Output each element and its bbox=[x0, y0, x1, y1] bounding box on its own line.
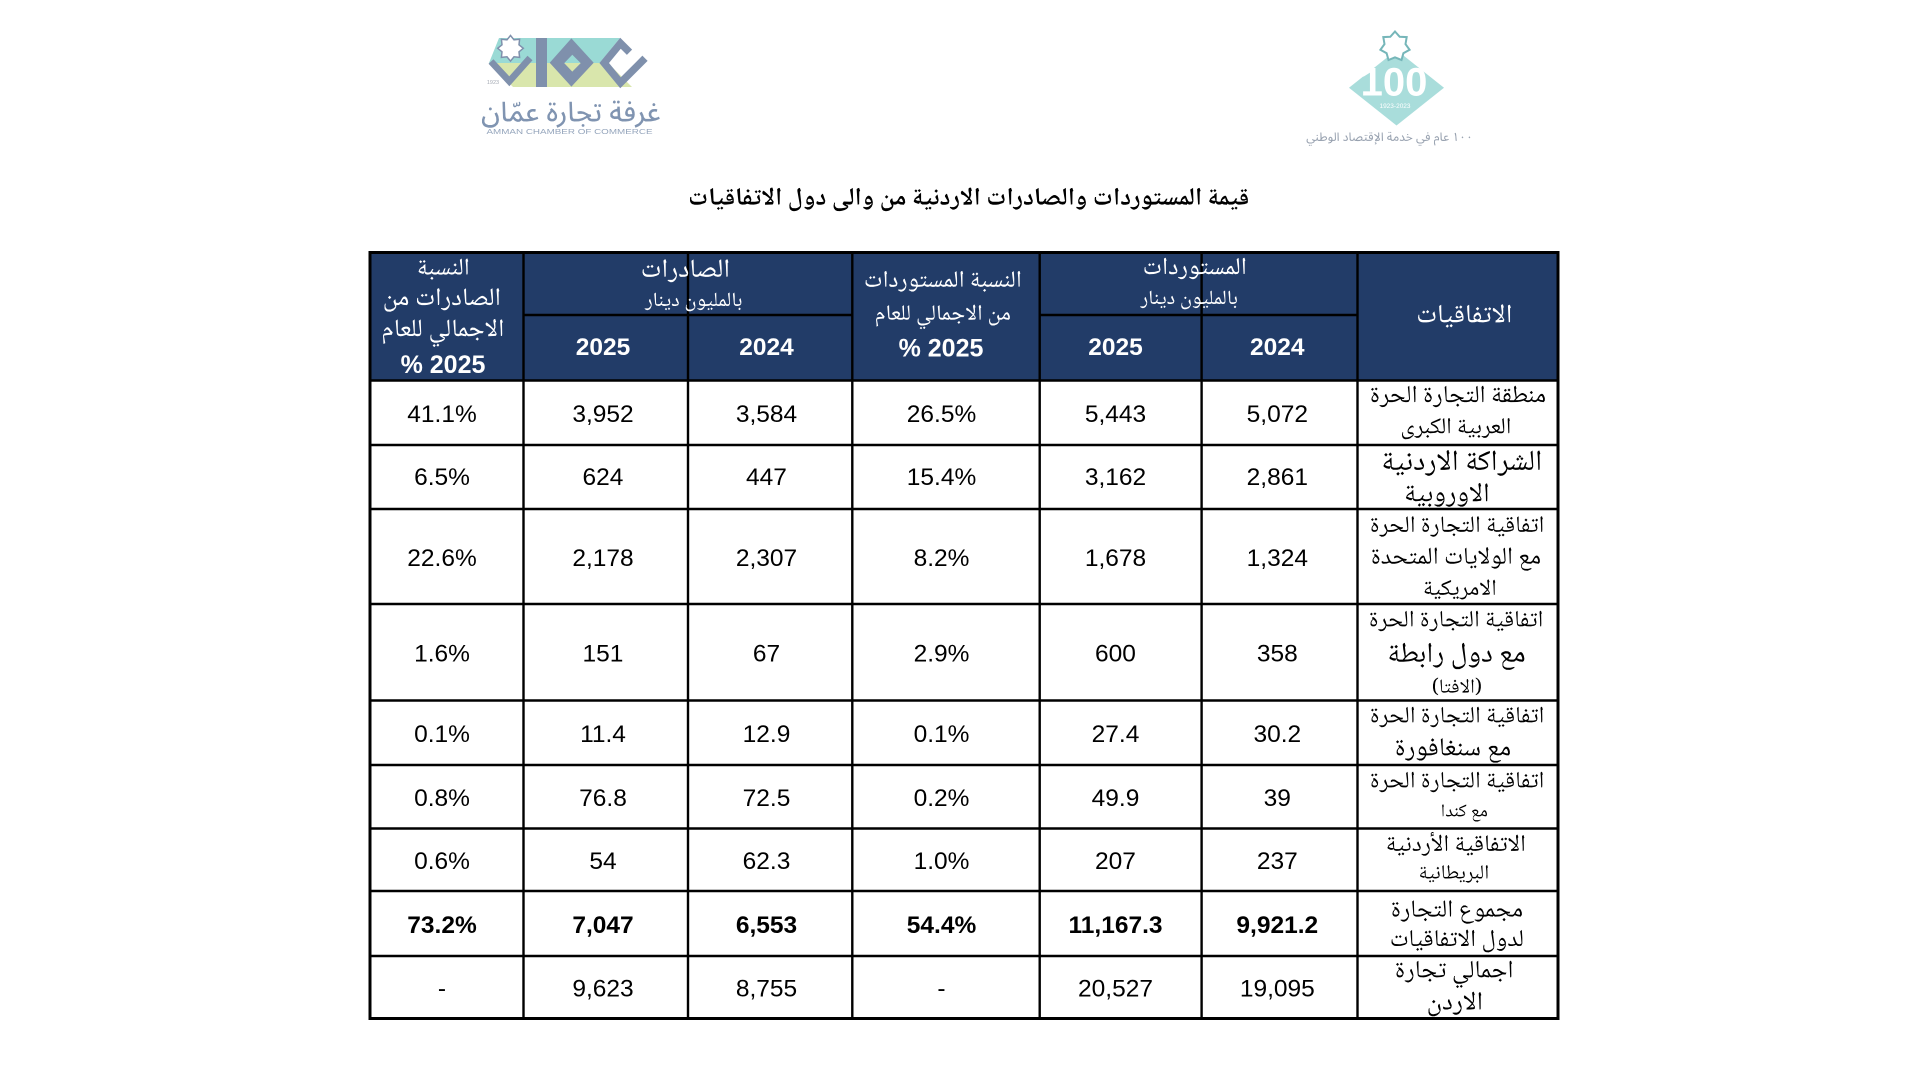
svg-text:76.8: 76.8 bbox=[579, 785, 627, 812]
svg-text:3,162: 3,162 bbox=[1085, 464, 1146, 491]
svg-text:AMMAN CHAMBER OF COMMERCE: AMMAN CHAMBER OF COMMERCE bbox=[487, 127, 653, 136]
svg-text:54.4%: 54.4% bbox=[907, 912, 977, 939]
svg-text:9,623: 9,623 bbox=[572, 976, 633, 1003]
svg-text:2025: 2025 bbox=[1088, 334, 1143, 361]
svg-text:5,443: 5,443 bbox=[1085, 401, 1146, 428]
svg-text:0.8%: 0.8% bbox=[414, 785, 470, 812]
svg-text:30.2: 30.2 bbox=[1253, 721, 1301, 748]
svg-text:6,553: 6,553 bbox=[736, 912, 797, 939]
svg-text:2,861: 2,861 bbox=[1247, 464, 1308, 491]
svg-text:-: - bbox=[937, 976, 945, 1003]
svg-text:19,095: 19,095 bbox=[1240, 976, 1315, 1003]
svg-text:2,178: 2,178 bbox=[572, 545, 633, 572]
svg-text:2025: 2025 bbox=[576, 334, 631, 361]
svg-text:39: 39 bbox=[1264, 785, 1291, 812]
svg-text:100: 100 bbox=[1361, 61, 1428, 105]
svg-text:8,755: 8,755 bbox=[736, 976, 797, 1003]
svg-text:15.4%: 15.4% bbox=[907, 464, 976, 491]
svg-text:% 2025: % 2025 bbox=[401, 351, 486, 379]
svg-text:358: 358 bbox=[1257, 641, 1298, 668]
svg-text:3,584: 3,584 bbox=[736, 401, 797, 428]
svg-text:-: - bbox=[438, 976, 446, 1003]
svg-text:151: 151 bbox=[583, 641, 624, 668]
svg-text:0.1%: 0.1% bbox=[914, 721, 970, 748]
svg-text:600: 600 bbox=[1095, 641, 1136, 668]
svg-text:% 2025: % 2025 bbox=[899, 335, 984, 363]
svg-text:1.6%: 1.6% bbox=[414, 641, 470, 668]
svg-text:54: 54 bbox=[589, 848, 616, 875]
svg-text:0.2%: 0.2% bbox=[914, 785, 970, 812]
svg-text:2,307: 2,307 bbox=[736, 545, 797, 572]
svg-text:11,167.3: 11,167.3 bbox=[1068, 912, 1162, 939]
svg-text:41.1%: 41.1% bbox=[407, 401, 476, 428]
svg-text:73.2%: 73.2% bbox=[407, 912, 477, 939]
svg-text:26.5%: 26.5% bbox=[907, 401, 976, 428]
svg-text:2024: 2024 bbox=[1250, 334, 1305, 361]
svg-text:27.4: 27.4 bbox=[1092, 721, 1140, 748]
svg-text:1,324: 1,324 bbox=[1247, 545, 1308, 572]
svg-text:8.2%: 8.2% bbox=[914, 545, 970, 572]
svg-text:5,072: 5,072 bbox=[1247, 401, 1308, 428]
svg-text:22.6%: 22.6% bbox=[407, 545, 476, 572]
svg-text:1,678: 1,678 bbox=[1085, 545, 1146, 572]
svg-text:7,047: 7,047 bbox=[572, 912, 633, 939]
svg-text:207: 207 bbox=[1095, 848, 1136, 875]
svg-text:6.5%: 6.5% bbox=[414, 464, 470, 491]
svg-text:1.0%: 1.0% bbox=[914, 848, 970, 875]
svg-text:12.9: 12.9 bbox=[743, 721, 791, 748]
svg-text:1923: 1923 bbox=[487, 80, 499, 86]
svg-text:62.3: 62.3 bbox=[743, 848, 791, 875]
svg-text:3,952: 3,952 bbox=[572, 401, 633, 428]
svg-text:2024: 2024 bbox=[739, 334, 794, 361]
svg-text:0.6%: 0.6% bbox=[414, 848, 470, 875]
svg-text:72.5: 72.5 bbox=[743, 785, 791, 812]
svg-text:237: 237 bbox=[1257, 848, 1298, 875]
svg-text:49.9: 49.9 bbox=[1092, 785, 1140, 812]
svg-text:9,921.2: 9,921.2 bbox=[1236, 912, 1318, 939]
svg-text:11.4: 11.4 bbox=[580, 721, 626, 748]
svg-text:1923-2023: 1923-2023 bbox=[1379, 103, 1410, 110]
svg-text:624: 624 bbox=[583, 464, 624, 491]
svg-text:447: 447 bbox=[746, 464, 787, 491]
svg-text:2.9%: 2.9% bbox=[914, 641, 970, 668]
svg-text:20,527: 20,527 bbox=[1078, 976, 1153, 1003]
svg-text:0.1%: 0.1% bbox=[414, 721, 470, 748]
svg-text:67: 67 bbox=[753, 641, 780, 668]
